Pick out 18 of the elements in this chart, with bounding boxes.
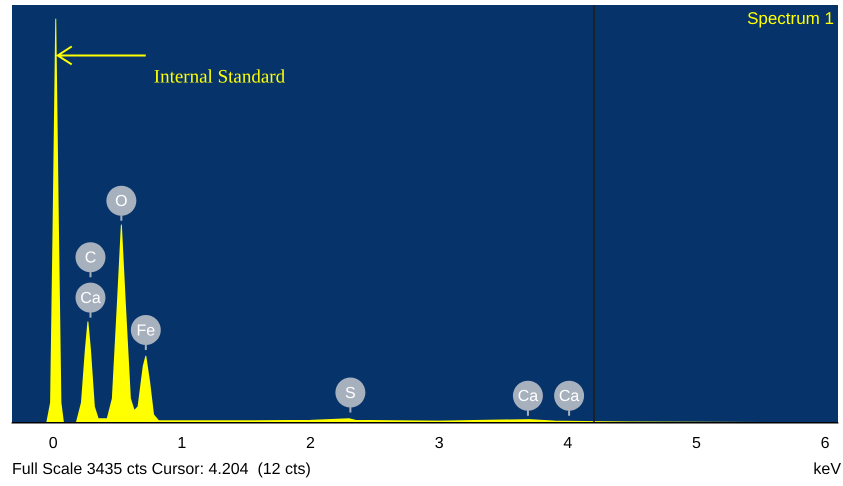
annotation: Ca bbox=[558, 388, 580, 406]
x-tick-label: 6 bbox=[820, 434, 830, 452]
x-tick-label: 3 bbox=[434, 434, 444, 452]
x-tick-label: 4 bbox=[563, 434, 572, 452]
x-tick-label: 1 bbox=[177, 434, 186, 452]
annotation: C bbox=[84, 250, 96, 267]
x-tick-label: 2 bbox=[306, 434, 316, 452]
annotation: Ca bbox=[518, 388, 538, 406]
annotation: S bbox=[345, 384, 356, 402]
x-tick-label: 5 bbox=[692, 434, 702, 452]
annotation: Internal Standard bbox=[154, 66, 286, 88]
annotation: O bbox=[115, 193, 128, 210]
x-axis-title: keV bbox=[813, 461, 842, 478]
text: Full Scale 3435 cts Cursor: 4.204 (12 cts) bbox=[12, 461, 311, 478]
annotation: Fe bbox=[136, 322, 156, 340]
chart-title: Spectrum 1 bbox=[747, 9, 834, 28]
x-tick-label: 0 bbox=[48, 434, 58, 452]
annotation: Ca bbox=[80, 290, 101, 308]
